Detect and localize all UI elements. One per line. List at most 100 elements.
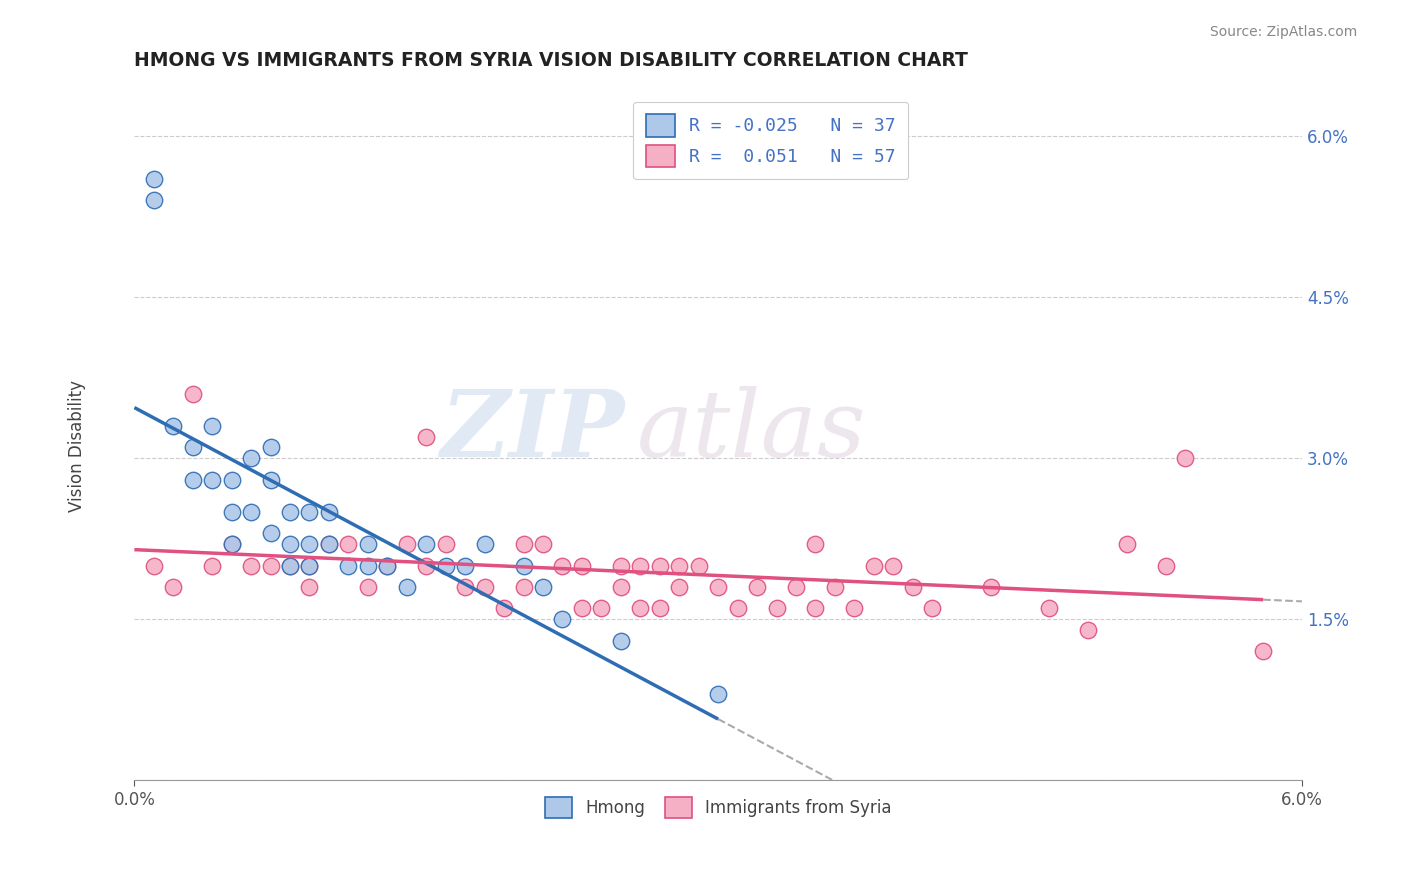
Point [688,558,710,573]
Point [571,601,593,615]
Point [804,537,827,551]
Point [980,580,1002,594]
Point [454,580,477,594]
Point [921,601,943,615]
Point [494,601,516,615]
Legend: Hmong, Immigrants from Syria: Hmong, Immigrants from Syria [538,790,898,824]
Point [1077,623,1099,637]
Point [181,386,204,401]
Point [551,558,574,573]
Point [337,537,360,551]
Point [375,558,398,573]
Text: HMONG VS IMMIGRANTS FROM SYRIA VISION DISABILITY CORRELATION CHART: HMONG VS IMMIGRANTS FROM SYRIA VISION DI… [135,51,969,70]
Point [1154,558,1177,573]
Point [240,451,263,466]
Point [357,558,380,573]
Point [357,580,380,594]
Point [648,601,671,615]
Point [474,580,496,594]
Point [142,194,165,208]
Point [221,505,243,519]
Point [375,558,398,573]
Point [1115,537,1137,551]
Point [1174,451,1197,466]
Point [610,580,633,594]
Point [668,580,690,594]
Point [298,558,321,573]
Point [512,580,534,594]
Point [745,580,768,594]
Point [318,505,340,519]
Point [337,558,360,573]
Point [591,601,613,615]
Point [259,473,281,487]
Point [765,601,787,615]
Point [298,558,321,573]
Text: ZIP: ZIP [440,386,624,476]
Point [785,580,807,594]
Point [882,558,904,573]
Point [415,430,437,444]
Point [221,537,243,551]
Point [298,505,321,519]
Point [707,580,730,594]
Point [298,537,321,551]
Point [571,558,593,573]
Point [512,558,534,573]
Point [415,558,437,573]
Point [415,537,437,551]
Point [531,580,554,594]
Point [162,580,184,594]
Point [1251,644,1274,658]
Point [278,558,301,573]
Point [863,558,886,573]
Point [221,537,243,551]
Point [142,172,165,186]
Point [181,473,204,487]
Point [181,441,204,455]
Point [707,687,730,701]
Point [201,419,224,434]
Point [298,580,321,594]
Point [318,537,340,551]
Point [278,505,301,519]
Point [259,558,281,573]
Point [804,601,827,615]
Point [648,558,671,573]
Point [240,558,263,573]
Point [824,580,846,594]
Point [727,601,749,615]
Point [318,537,340,551]
Point [240,505,263,519]
Point [454,558,477,573]
Point [434,537,457,551]
Point [512,537,534,551]
Text: atlas: atlas [637,386,866,476]
Point [628,558,651,573]
Text: Vision Disability: Vision Disability [69,380,86,512]
Point [395,580,418,594]
Point [259,441,281,455]
Point [201,558,224,573]
Point [474,537,496,551]
Point [221,473,243,487]
Point [844,601,866,615]
Point [434,558,457,573]
Point [1038,601,1060,615]
Point [395,537,418,551]
Text: Source: ZipAtlas.com: Source: ZipAtlas.com [1209,25,1357,39]
Point [278,558,301,573]
Point [551,612,574,626]
Point [668,558,690,573]
Point [901,580,924,594]
Point [142,558,165,573]
Point [628,601,651,615]
Point [162,419,184,434]
Point [278,537,301,551]
Point [201,473,224,487]
Point [259,526,281,541]
Point [357,537,380,551]
Point [610,633,633,648]
Point [610,558,633,573]
Point [531,537,554,551]
